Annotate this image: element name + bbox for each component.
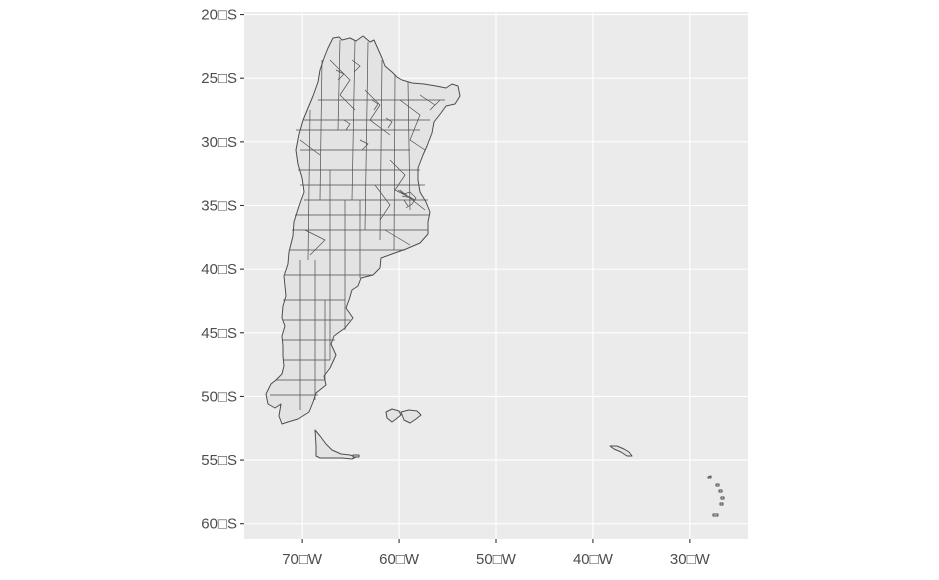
isla-de-los-estados <box>352 454 360 458</box>
south-georgia-island <box>609 445 633 457</box>
y-tick-label: 20□S <box>201 7 237 24</box>
y-tick-label: 60□S <box>201 516 237 533</box>
tierra-del-fuego <box>314 429 357 460</box>
falkland-islands <box>385 408 422 424</box>
y-tick-label: 35□S <box>201 197 237 214</box>
border-line <box>335 59 417 209</box>
sandwich-island <box>715 483 720 487</box>
y-tick-label: 55□S <box>201 452 237 469</box>
x-tick-label: 40□W <box>573 551 614 568</box>
sandwich-island <box>719 502 724 506</box>
south-sandwich-islands <box>707 475 725 517</box>
y-tick-label: 40□S <box>201 261 237 278</box>
sandwich-island <box>718 489 723 493</box>
y-tick-label: 25□S <box>201 70 237 87</box>
y-tick-label: 30□S <box>201 134 237 151</box>
y-tick-label: 50□S <box>201 388 237 405</box>
sandwich-island <box>707 475 712 479</box>
border-line <box>299 39 411 410</box>
falkland-east <box>400 409 422 424</box>
x-axis: 70□W 60□W 50□W 40□W 30□W <box>282 539 711 568</box>
falkland-west <box>385 408 402 423</box>
sandwich-island <box>712 513 719 517</box>
x-tick-label: 60□W <box>379 551 420 568</box>
south-georgia <box>609 445 633 457</box>
border-line <box>299 59 441 256</box>
x-tick-label: 50□W <box>476 551 517 568</box>
y-tick-label: 45□S <box>201 325 237 342</box>
x-tick-label: 70□W <box>282 551 323 568</box>
argentina-mainland <box>265 35 461 460</box>
y-axis: 20□S 25□S 30□S 35□S 40□S 45□S 50□S 55□S 60□S <box>201 7 244 533</box>
x-tick-label: 30□W <box>670 551 711 568</box>
province-borders <box>270 39 445 410</box>
sandwich-island <box>720 496 725 500</box>
